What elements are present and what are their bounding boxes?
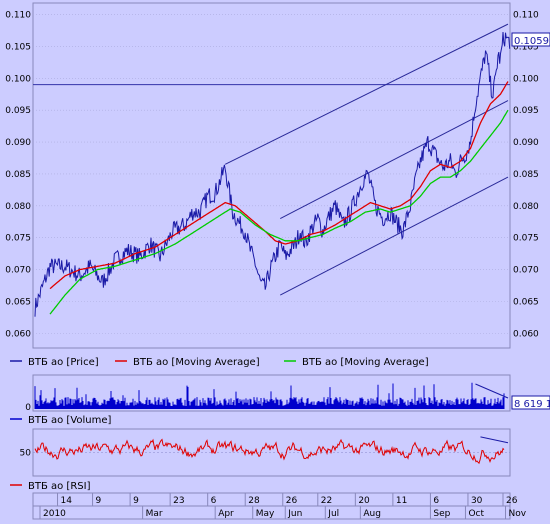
x-tick-day: 23 (173, 496, 184, 506)
y-tick-right: 0.085 (513, 170, 539, 180)
y-tick-left: 0.085 (5, 170, 31, 180)
legend-volume-label: ВТБ ао [Volume] (28, 415, 112, 426)
x-tick-day: 26 (286, 496, 298, 506)
y-tick-left: 0.080 (5, 202, 31, 212)
x-tick-day: 9 (133, 496, 139, 506)
y-tick-left: 0.095 (5, 106, 31, 116)
x-tick-month: Jun (287, 509, 302, 519)
y-tick-right: 0.100 (513, 74, 539, 84)
y-tick-left: 0.060 (5, 329, 31, 339)
y-tick-right: 0.080 (513, 202, 539, 212)
moving-average-green-line (49, 109, 509, 315)
y-tick-left: 0.105 (5, 42, 31, 52)
y-tick-right: 0.075 (513, 234, 539, 244)
x-tick-month: Aug (363, 509, 381, 519)
volume-y-tick: 0 (25, 403, 31, 413)
x-tick-day: 6 (211, 496, 217, 506)
x-tick-day: 6 (433, 496, 439, 506)
x-tick-month: Mar (146, 509, 163, 519)
y-tick-right: 0.070 (513, 266, 539, 276)
price-line (34, 31, 511, 317)
x-tick-day: 11 (396, 496, 407, 506)
rsi-y-tick: 50 (20, 449, 32, 459)
x-tick-month: 2010 (43, 509, 66, 519)
y-tick-left: 0.110 (5, 11, 31, 21)
last-price-label: 0.1059 (514, 36, 549, 47)
y-tick-left: 0.065 (5, 297, 31, 307)
legend-price-label: ВТБ ао [Price] (28, 357, 99, 368)
x-tick-month: Apr (218, 509, 234, 519)
price-panel (32, 2, 511, 349)
x-tick-month: Sep (433, 509, 450, 519)
x-tick-day: 26 (506, 496, 518, 506)
volume-trend-line (475, 383, 509, 399)
last-volume-label: 8 619 1 (514, 399, 550, 410)
y-tick-right: 0.110 (513, 11, 539, 21)
trend-channel-line (280, 100, 509, 219)
x-tick-month: Nov (508, 509, 526, 519)
x-tick-day: 28 (248, 496, 260, 506)
trend-channel-line (280, 176, 509, 296)
x-tick-day: 22 (321, 496, 332, 506)
y-tick-right: 0.095 (513, 106, 539, 116)
x-tick-month: Jul (327, 509, 339, 519)
x-tick-month: Oct (468, 509, 484, 519)
x-tick-day: 14 (61, 496, 73, 506)
rsi-trend-line (480, 436, 509, 444)
y-tick-left: 0.075 (5, 234, 31, 244)
trend-channel-line (224, 23, 509, 165)
y-tick-left: 0.100 (5, 74, 31, 84)
y-tick-right: 0.090 (513, 138, 539, 148)
y-tick-right: 0.105 (513, 42, 539, 52)
moving-average-red-line (49, 81, 509, 290)
x-tick-day: 20 (358, 496, 370, 506)
legend-ma-green-label: ВТБ ао [Moving Average] (302, 357, 429, 368)
y-tick-right: 0.065 (513, 297, 539, 307)
x-tick-day: 30 (471, 496, 483, 506)
last-volume-box (511, 395, 550, 410)
y-tick-right: 0.060 (513, 329, 539, 339)
last-price-box (511, 32, 550, 47)
x-tick-day: 9 (96, 496, 102, 506)
rsi-line (34, 438, 505, 465)
x-tick-month: May (256, 509, 275, 519)
y-tick-left: 0.090 (5, 138, 31, 148)
legend-ma-red-label: ВТБ ао [Moving Average] (133, 357, 260, 368)
legend-rsi-label: ВТБ ао [RSI] (28, 481, 91, 492)
y-tick-left: 0.070 (5, 266, 31, 276)
